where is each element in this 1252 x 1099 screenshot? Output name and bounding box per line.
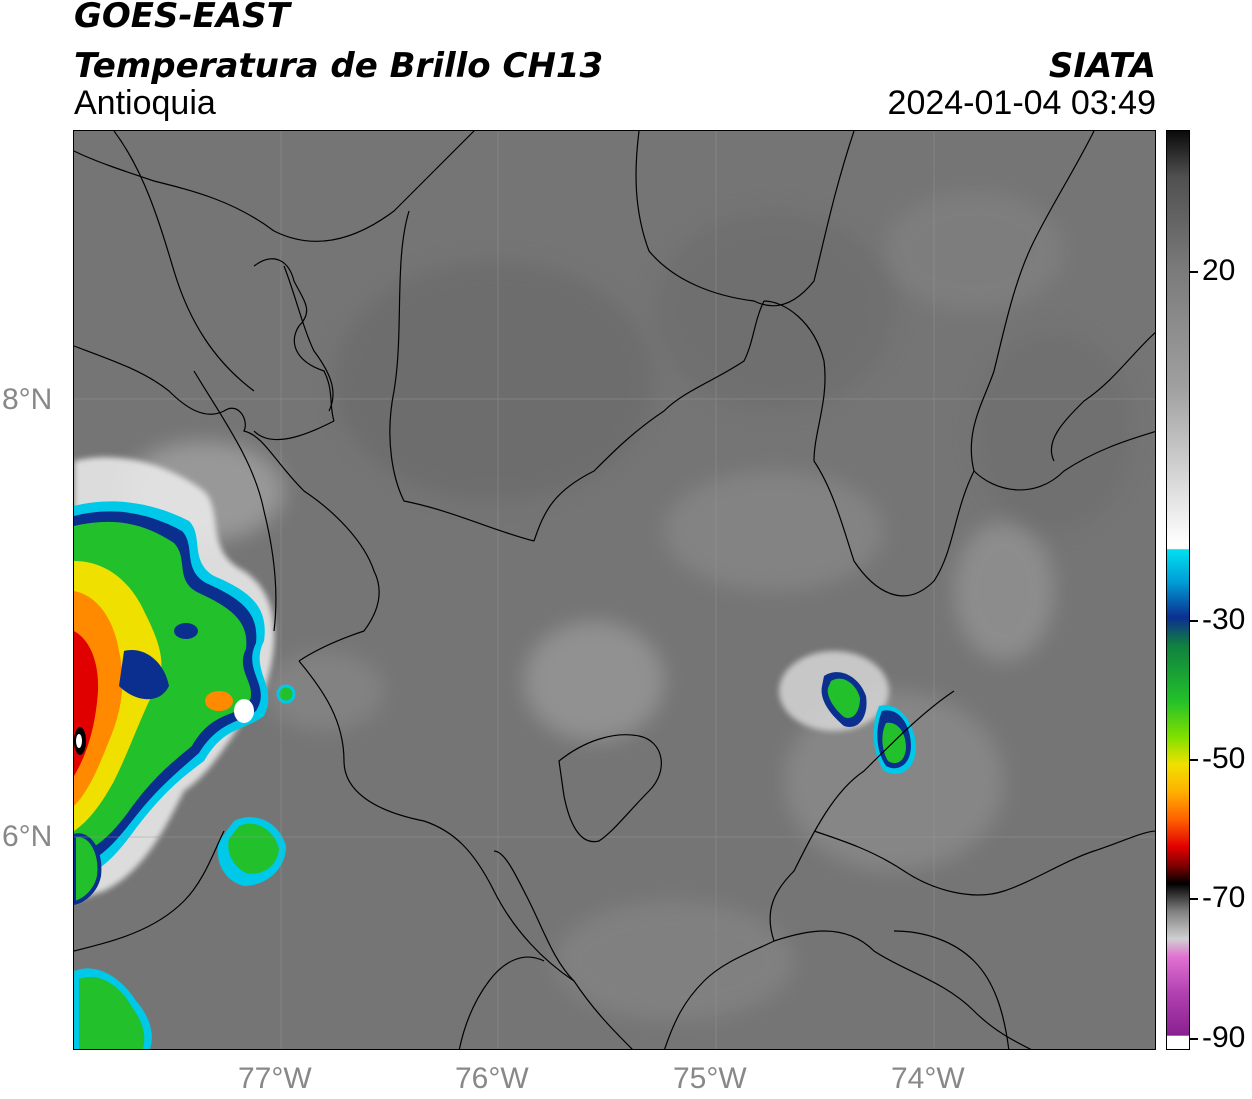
lon-label-76w: 76°W <box>455 1062 529 1095</box>
storm-east <box>779 651 916 774</box>
borders <box>74 131 1155 1049</box>
map-canvas <box>74 131 1155 1049</box>
storm-cells <box>74 684 296 1049</box>
colorbar-tick-m30 <box>1190 620 1198 622</box>
colorbar-label-m90: -90 <box>1202 1021 1246 1054</box>
colorbar-label-m30: -30 <box>1202 603 1246 636</box>
lat-label-8n: 8°N <box>2 383 53 416</box>
colorbar-label-m50: -50 <box>1202 742 1246 775</box>
lon-label-77w: 77°W <box>238 1062 312 1095</box>
timestamp: 2024-01-04 03:49 <box>887 84 1156 122</box>
colorbar-label-m70: -70 <box>1202 881 1246 914</box>
colorbar-tick-m50 <box>1190 759 1198 761</box>
dark-areas <box>334 211 1134 531</box>
colorbar-tick-m90 <box>1190 1038 1198 1040</box>
storm-west <box>74 457 275 901</box>
colorbar-label-20: 20 <box>1202 254 1236 287</box>
organization-label: SIATA <box>1048 46 1156 86</box>
title-satellite: GOES-EAST <box>74 0 290 36</box>
cloud-texture <box>124 191 1064 1021</box>
lat-label-6n: 6°N <box>2 820 53 853</box>
colorbar-tick-m70 <box>1190 898 1198 900</box>
satellite-map[interactable] <box>73 130 1156 1050</box>
lon-label-75w: 75°W <box>673 1062 747 1095</box>
colorbar-tick-20 <box>1190 271 1198 273</box>
lon-label-74w: 74°W <box>891 1062 965 1095</box>
subtitle-region: Antioquia <box>74 84 216 122</box>
title-product: Temperatura de Brillo CH13 <box>74 46 604 86</box>
colorbar <box>1166 130 1190 1050</box>
